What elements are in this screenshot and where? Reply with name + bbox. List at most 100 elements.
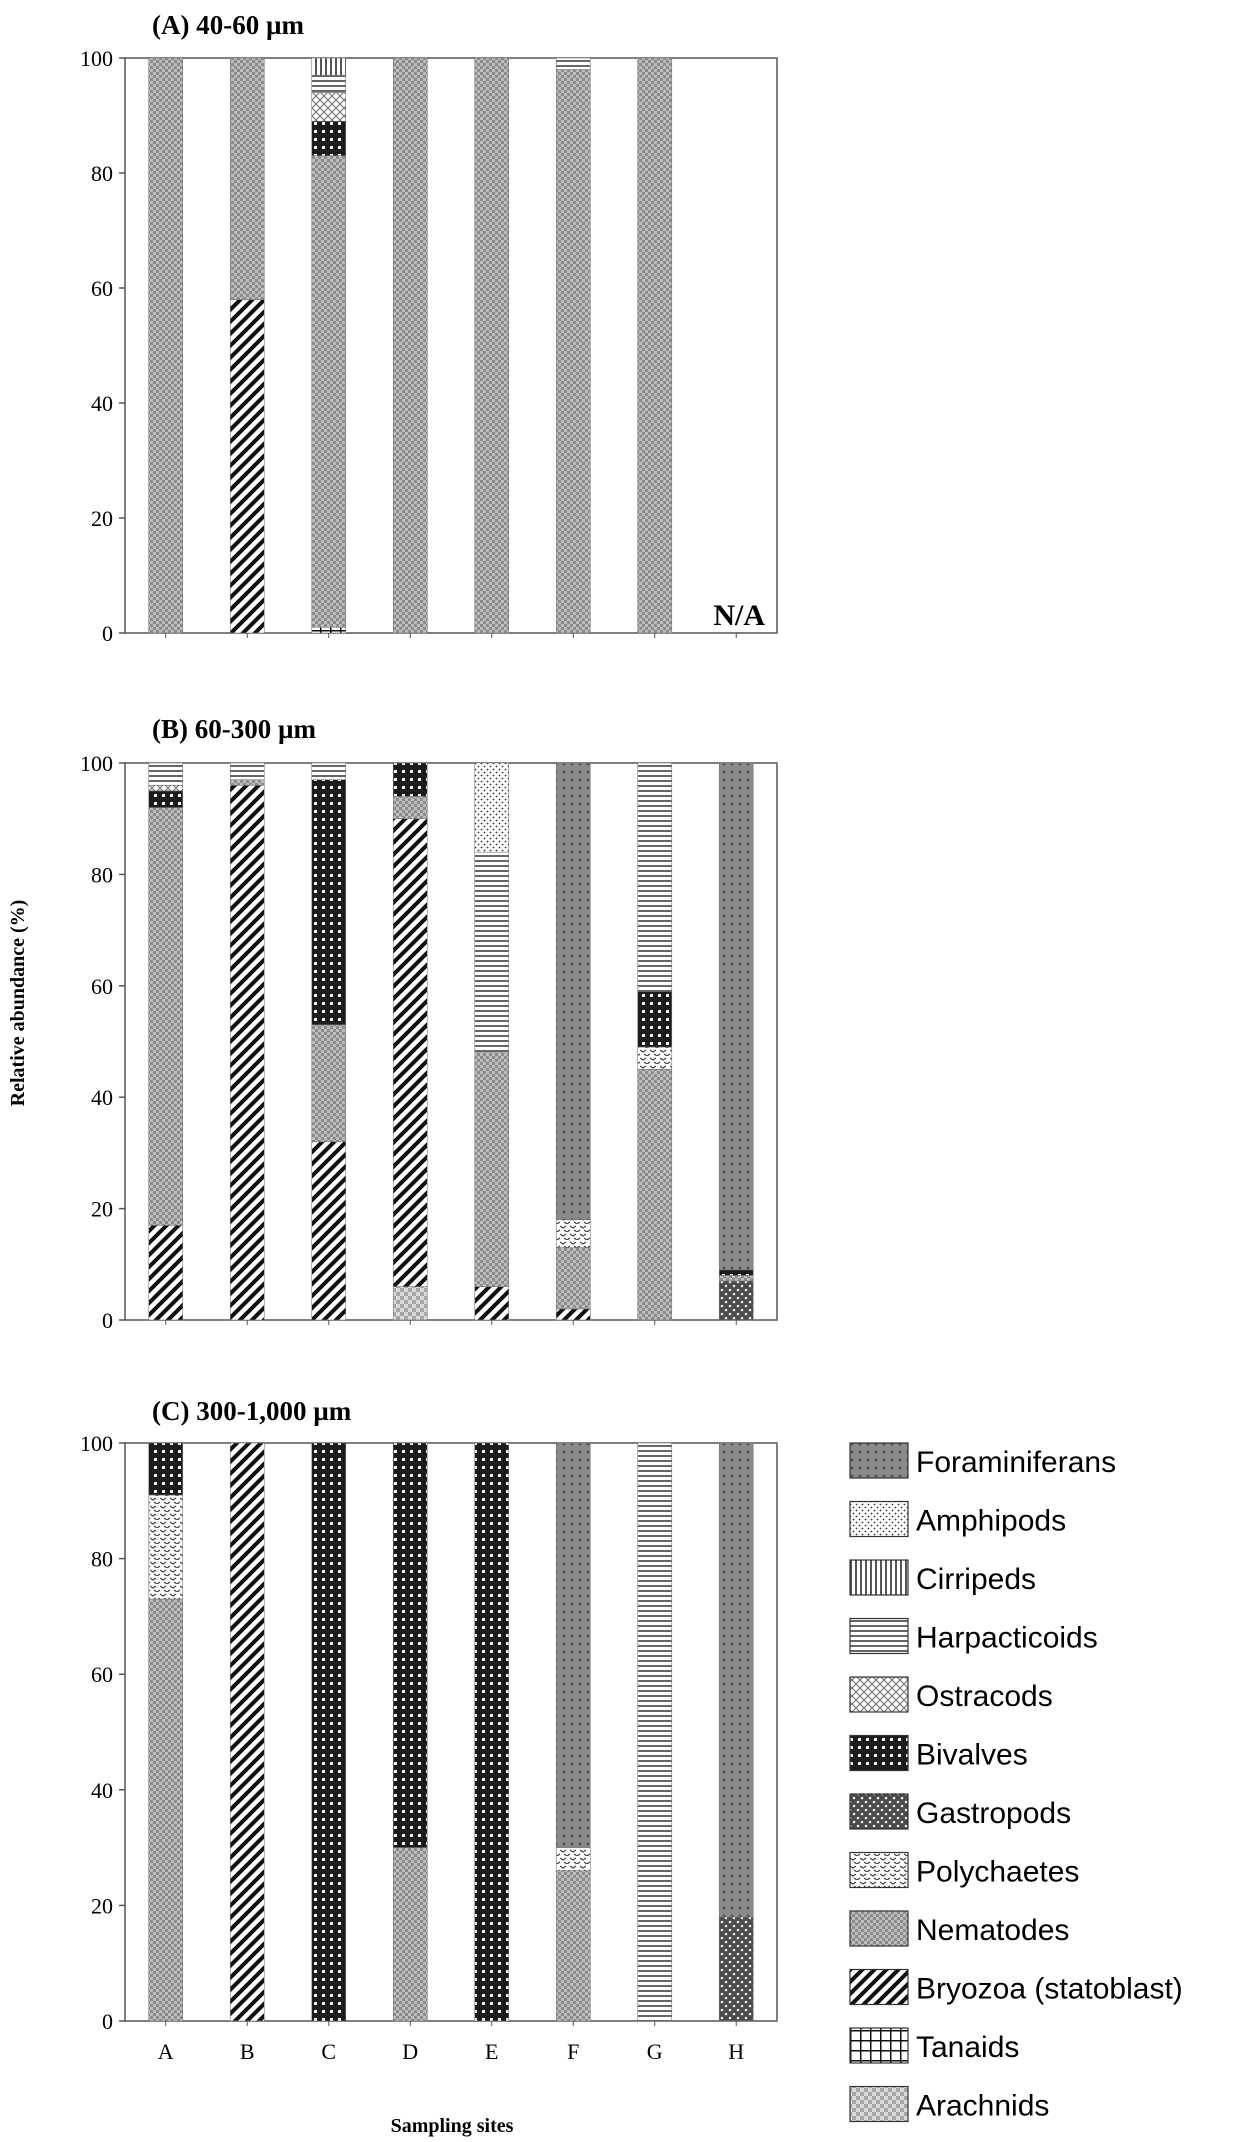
bar-segment-nematodes-e	[474, 1052, 510, 1287]
y-tick-label: 40	[91, 1085, 113, 1110]
bar-segment-bivalves-c	[311, 120, 347, 157]
bar-segment-nematodes-g	[637, 1069, 673, 1321]
bar-segment-bivalves-g	[637, 991, 673, 1048]
x-tick-label: F	[567, 2039, 579, 2064]
legend-swatch	[849, 1500, 909, 1538]
bar-segment-nematodes-f	[555, 1247, 591, 1310]
panel-a: (A) 40-60 µm 0 20 40 60 80 100 N/A	[80, 10, 778, 646]
x-tick-label: E	[485, 2039, 498, 2064]
bar-segment-polychaetes-a	[148, 1494, 184, 1600]
bar-segment-polychaetes-f	[555, 1219, 591, 1248]
bar-segment-nematodes-c	[311, 1024, 347, 1143]
chart-panels: (A) 40-60 µm 0 20 40 60 80 100 N/A (B) 60-300 µm…	[80, 10, 778, 2064]
y-tick-label: 100	[80, 751, 113, 776]
y-tick-label: 100	[80, 1431, 113, 1456]
bar-segment-nematodes-f	[555, 1870, 591, 2022]
bar-segment-foraminiferans-f	[555, 762, 591, 1221]
legend-item-nematodes: Nematodes	[849, 1910, 1069, 1947]
x-tick-label: B	[240, 2039, 255, 2064]
bar-segment-arachnids-d	[392, 1286, 428, 1321]
bar-segment-bryozoa-statoblast-c	[311, 1141, 347, 1321]
bar-segment-nematodes-h	[718, 1275, 754, 1282]
bar-segment-foraminiferans-h	[718, 1442, 754, 1918]
bar-segment-bryozoa-statoblast-a	[148, 1225, 184, 1321]
bar-segment-foraminiferans-h	[718, 762, 754, 1271]
y-axis-title: Relative abundance (%)	[7, 900, 29, 1107]
legend-item-gastropods: Gastropods	[849, 1793, 1071, 1830]
legend-item-arachnids: Arachnids	[849, 2085, 1049, 2123]
y-tick-label: 100	[80, 46, 113, 71]
x-tick-label: G	[647, 2039, 663, 2064]
bar-segment-harpacticoids-e	[474, 851, 510, 1053]
legend-swatch	[849, 1968, 909, 2006]
bar-segment-nematodes-d	[392, 57, 428, 634]
legend-label: Foraminiferans	[916, 1446, 1116, 1479]
bar-segment-bivalves-d	[392, 762, 428, 797]
bar-segment-nematodes-b	[229, 57, 265, 300]
bar-segment-nematodes-a	[148, 807, 184, 1226]
legend-swatch	[849, 1559, 909, 1596]
y-tick-label: 60	[91, 1662, 113, 1687]
bar-segment-bivalves-h	[718, 1269, 754, 1276]
bar-segment-bryozoa-statoblast-b	[229, 784, 265, 1321]
y-tick-label: 20	[91, 1893, 113, 1918]
bar-segment-bivalves-c	[311, 1442, 347, 2022]
panel-title: (C) 300-1,000 µm	[152, 1396, 352, 1426]
panel-b: (B) 60-300 µm 0 20 40 60 80 100	[80, 714, 778, 1333]
panel-title: (B) 60-300 µm	[152, 714, 317, 744]
bar-segment-polychaetes-f	[555, 1847, 591, 1872]
legend-item-foraminiferans: Foraminiferans	[849, 1442, 1116, 1479]
legend-swatch	[849, 2085, 909, 2123]
bar-segment-cirripeds-c	[311, 57, 347, 76]
plot-frame	[124, 1442, 778, 2022]
legend-label: Bryozoa (statoblast)	[916, 1973, 1183, 2006]
bar-segment-ostracods-a	[148, 784, 184, 792]
y-tick-label: 40	[91, 1778, 113, 1803]
legend-swatch	[849, 1442, 909, 1479]
bar-segment-ostracods-c	[311, 92, 347, 122]
legend-label: Polychaetes	[916, 1856, 1079, 1889]
legend-swatch	[849, 1734, 909, 1772]
bar-segment-harpacticoids-c	[311, 762, 347, 781]
bar-segment-bryozoa-statoblast-d	[392, 818, 428, 1287]
legend-label: Gastropods	[916, 1797, 1071, 1830]
y-tick-label: 0	[102, 2009, 113, 2034]
bar-segment-nematodes-d	[392, 796, 428, 819]
panel-c: (C) 300-1,000 µm 0 20 40 60 80 100 A B C D E F G H	[80, 1396, 778, 2064]
bar-segment-bryozoa-statoblast-f	[555, 1308, 591, 1321]
legend-item-cirripeds: Cirripeds	[849, 1559, 1036, 1596]
bar-segment-gastropods-h	[718, 1916, 754, 2022]
legend-item-ostracods: Ostracods	[849, 1676, 1053, 1713]
x-tick-label: C	[321, 2039, 336, 2064]
x-tick-label: A	[158, 2039, 174, 2064]
legend-swatch	[849, 1676, 909, 1713]
bar-segment-bivalves-c	[311, 779, 347, 1026]
bar-segment-nematodes-a	[148, 57, 184, 634]
bar-segment-nematodes-c	[311, 155, 347, 628]
plot-frame	[124, 57, 778, 634]
legend: Foraminiferans Amphipods Cirripeds Harpacti…	[849, 1442, 1183, 2123]
legend-item-bivalves: Bivalves	[849, 1734, 1028, 1772]
bar-segment-bivalves-a	[148, 1442, 184, 1496]
y-tick-label: 20	[91, 506, 113, 531]
bar-segment-harpacticoids-b	[229, 762, 265, 781]
bar-segment-nematodes-e	[474, 57, 510, 634]
y-tick-label: 80	[91, 1547, 113, 1572]
legend-label: Amphipods	[916, 1505, 1066, 1538]
y-tick-label: 0	[102, 1308, 113, 1333]
x-axis-title: Sampling sites	[391, 2115, 514, 2137]
bar-segment-harpacticoids-g	[637, 762, 673, 992]
legend-swatch	[849, 2027, 909, 2064]
bar-segment-nematodes-g	[637, 57, 673, 634]
bar-segment-nematodes-a	[148, 1598, 184, 2022]
bar-segment-gastropods-h	[718, 1280, 754, 1321]
y-tick-label: 40	[91, 391, 113, 416]
bar-segment-amphipods-e	[474, 762, 510, 853]
bar-segment-nematodes-d	[392, 1847, 428, 2022]
bar-segment-harpacticoids-c	[311, 74, 347, 93]
bar-segment-bivalves-a	[148, 790, 184, 808]
x-tick-label: H	[728, 2039, 744, 2064]
y-tick-label: 0	[102, 621, 113, 646]
legend-item-harpacticoids: Harpacticoids	[849, 1617, 1098, 1655]
y-tick-label: 20	[91, 1197, 113, 1222]
